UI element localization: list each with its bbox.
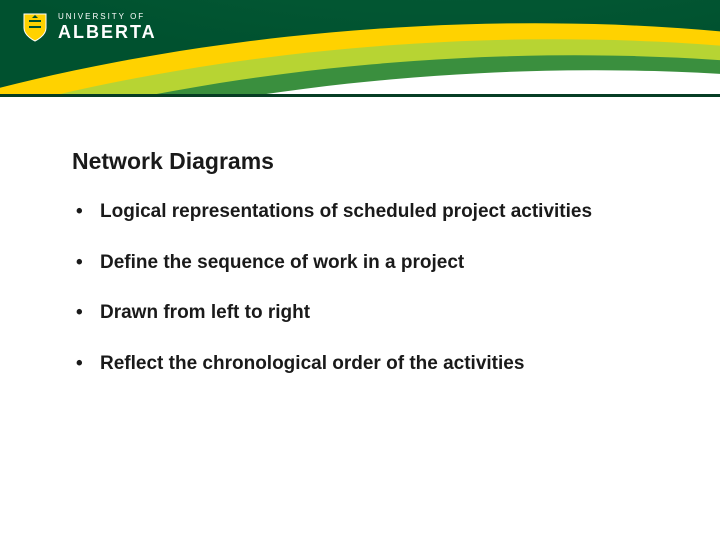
shield-icon	[22, 12, 48, 42]
header-rule	[0, 94, 720, 97]
bullet-item: Define the sequence of work in a project	[72, 251, 652, 276]
logo-text: UNIVERSITY OF ALBERTA	[58, 13, 157, 41]
bullet-item: Drawn from left to right	[72, 301, 652, 326]
university-logo: UNIVERSITY OF ALBERTA	[22, 12, 157, 42]
slide-title: Network Diagrams	[72, 148, 274, 175]
logo-university-of: UNIVERSITY OF	[58, 13, 157, 21]
bullet-list: Logical representations of scheduled pro…	[72, 200, 652, 403]
logo-alberta: ALBERTA	[58, 23, 157, 41]
slide: UNIVERSITY OF ALBERTA Network Diagrams L…	[0, 0, 720, 540]
bullet-item: Logical representations of scheduled pro…	[72, 200, 652, 225]
header-band: UNIVERSITY OF ALBERTA	[0, 0, 720, 96]
bullet-item: Reflect the chronological order of the a…	[72, 352, 652, 377]
